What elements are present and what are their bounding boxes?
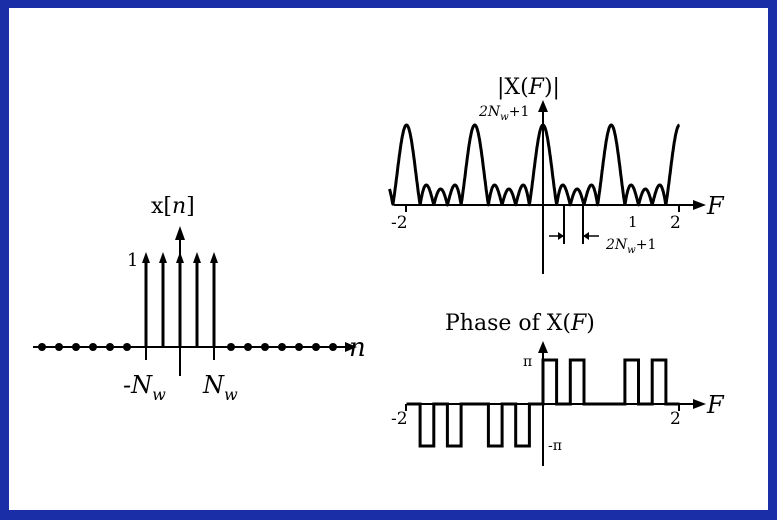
phase-axis-arrow (538, 341, 548, 353)
dtft-figure: x[n] 1 n -Nw Nw |X(F)| 2Nw+1 F -2 2 1 2N… (33, 75, 725, 466)
stem-tip (142, 252, 150, 263)
magnitude-f-axis-label: F (706, 192, 725, 220)
magnitude-plot (388, 100, 706, 274)
magnitude-axis-arrow (538, 100, 548, 112)
signal-title: x[n] (151, 194, 195, 219)
signal-plot (33, 226, 357, 376)
magnitude-x-min-label: -2 (391, 213, 408, 233)
n-axis-label: n (349, 333, 366, 363)
zero-sample (89, 343, 97, 351)
zero-sample (38, 343, 46, 351)
phase-f-axis-arrow (693, 399, 706, 409)
phase-curve (406, 358, 680, 448)
amplitude-label: 1 (127, 250, 138, 271)
stem-tip (210, 252, 218, 263)
zero-sample (329, 343, 337, 351)
zero-sample (261, 343, 269, 351)
phase-pos-label: π (523, 354, 532, 370)
amplitude-axis-arrow (175, 226, 185, 240)
zero-sample (123, 343, 131, 351)
phase-plot (405, 341, 706, 466)
f-axis-arrow (693, 200, 706, 210)
zero-sample (244, 343, 252, 351)
magnitude-x-max-label: 2 (670, 213, 681, 233)
phase-neg-label: -π (548, 438, 562, 454)
zero-samples (38, 343, 337, 351)
zero-sample (55, 343, 63, 351)
magnitude-title: |X(F)| (497, 75, 560, 100)
stem-tip (193, 252, 201, 263)
lobe-width-denominator: 2Nw+1 (605, 237, 656, 256)
zero-sample (312, 343, 320, 351)
n-axis-arrow (345, 342, 357, 352)
stem-tip (176, 252, 184, 263)
phase-x-min-label: -2 (391, 409, 408, 429)
lobe-width-arrow-right (583, 232, 589, 240)
zero-sample (72, 343, 80, 351)
peak-label: 2Nw+1 (478, 104, 529, 123)
zero-sample (227, 343, 235, 351)
lobe-width-numerator: 1 (628, 213, 638, 231)
zero-sample (295, 343, 303, 351)
lobe-width-arrow-left (558, 232, 564, 240)
stem-tips (142, 252, 218, 263)
stem-tip (159, 252, 167, 263)
phase-title: Phase of X(F) (445, 311, 595, 336)
zero-sample (106, 343, 114, 351)
stem-group (144, 260, 216, 347)
neg-nw-label: -Nw (123, 371, 166, 404)
magnitude-curve (388, 123, 681, 207)
phase-x-max-label: 2 (670, 409, 681, 429)
pos-nw-label: Nw (202, 371, 238, 404)
zero-sample (278, 343, 286, 351)
phase-f-axis-label: F (706, 391, 725, 419)
